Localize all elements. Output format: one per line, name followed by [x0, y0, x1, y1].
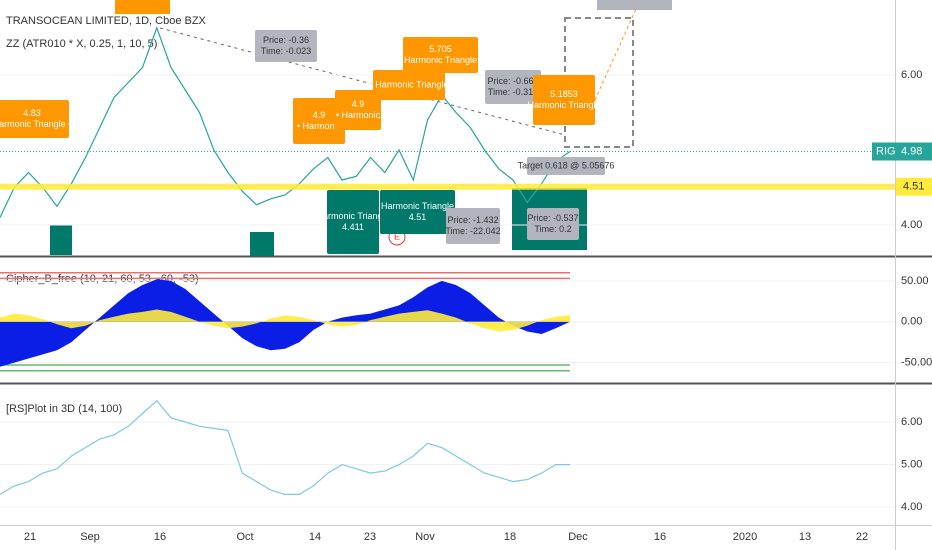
y-tick-label: 50.00	[901, 275, 929, 287]
annotation: 5.705• Harmonic Triangle •	[398, 37, 483, 73]
chart-title: TRANSOCEAN LIMITED, 1D, Cboe BZX	[6, 15, 207, 27]
label-box	[115, 0, 170, 14]
x-tick-label: Oct	[236, 531, 253, 543]
series-area	[0, 279, 570, 367]
x-tick-label: 2020	[733, 531, 757, 543]
annotation-box	[0, 100, 69, 138]
annotation-text: 5.705	[429, 44, 452, 54]
x-tick-label: 16	[654, 531, 666, 543]
annotation: 4.9• Harmonic	[293, 98, 345, 144]
series-area	[0, 309, 570, 332]
annotation-box	[533, 75, 595, 125]
price-tag	[896, 177, 932, 196]
annotation-text: Harmonic Triangle •	[0, 119, 71, 129]
x-tick-label: 21	[24, 531, 36, 543]
y-tick-label: -50.00	[901, 356, 932, 368]
label-box	[50, 225, 72, 255]
annotation-text: Harmonic Triangle	[381, 201, 454, 211]
x-tick-label: Nov	[415, 531, 435, 543]
annotation-text: 4.51	[409, 212, 427, 222]
x-tick-label: 18	[504, 531, 516, 543]
annotation-box	[527, 208, 579, 240]
annotation-box	[293, 98, 345, 144]
annotation-text: 4.9	[313, 110, 326, 120]
annotation-text: • Harmonic	[336, 110, 381, 120]
last-price-label: 4.98	[901, 145, 922, 157]
label-box	[597, 0, 672, 10]
annotation-text: • Harmonic Triangle •	[398, 55, 482, 65]
x-tick-label: Dec	[568, 531, 588, 543]
annotation-box	[527, 157, 605, 175]
annotation-text: 4.83	[23, 108, 41, 118]
x-tick-label: 14	[309, 531, 321, 543]
annotation-box	[373, 70, 445, 100]
x-tick-label: 13	[799, 531, 811, 543]
annotation-box	[403, 37, 478, 73]
annotation-box	[335, 90, 381, 130]
annotation: 4.9• Harmonic	[335, 90, 381, 130]
annotation-text: Price: -0.36	[263, 35, 309, 45]
annotation-text: Time: -22.042	[445, 226, 500, 236]
annotation-text: • Harmonic Triangle	[370, 79, 449, 89]
annotation-text: Time: -0.312	[488, 87, 538, 97]
pane-title: [RS]Plot in 3D (14, 100)	[6, 403, 122, 415]
y-tick-label: 6.00	[901, 69, 922, 81]
event-icon-letter: E	[394, 231, 400, 241]
y-tick-label: 6.00	[901, 416, 922, 428]
annotation: Target 0.618 @ 5.05676	[518, 157, 615, 175]
y-tick-label: 5.00	[901, 458, 922, 470]
annotation-text: Target 0.618 @ 5.05676	[518, 160, 615, 170]
annotation-box	[255, 30, 317, 62]
y-tick-label: 0.00	[901, 316, 922, 328]
series-line	[0, 26, 571, 218]
annotation-text: Harmonic Triangle	[316, 211, 389, 221]
x-tick-label: Sep	[80, 531, 100, 543]
x-tick-label: 22	[856, 531, 868, 543]
indicator-label: ZZ (ATR010 * X, 0.25, 1, 10, 5)	[6, 38, 157, 50]
annotation-text: Price: -0.661	[487, 76, 538, 86]
y-tick-label: 4.00	[901, 501, 922, 513]
annotation: • Harmonic Triangle	[370, 70, 449, 100]
projection-box	[564, 17, 634, 148]
symbol-tag-label: RIG	[876, 145, 896, 157]
label-box	[250, 232, 274, 256]
annotation-text: Price: -0.537	[527, 213, 578, 223]
annotation-box	[380, 190, 455, 234]
annotation-text: Price: -1.432	[447, 215, 498, 225]
annotation-text: 5.1853	[550, 89, 578, 99]
symbol-tag	[872, 142, 932, 161]
price-tag-label: 4.51	[903, 181, 924, 193]
y-tick-label: 4.00	[901, 219, 922, 231]
annotation-text: • Harmonic	[297, 121, 342, 131]
projection-line	[594, 0, 641, 101]
annotation-text: 4.411	[342, 222, 364, 232]
annotation-text: 4.9	[352, 99, 365, 109]
annotation-text: Time: -0.023	[261, 46, 311, 56]
annotation-text: Time: 0.2	[534, 224, 571, 234]
x-tick-label: 23	[364, 531, 376, 543]
x-tick-label: 16	[154, 531, 166, 543]
annotation-text: Harmonic Triangle	[527, 100, 600, 110]
annotation-box	[446, 208, 500, 244]
series-line	[0, 399, 570, 495]
annotation-box	[327, 190, 379, 254]
annotation-box	[485, 70, 541, 104]
